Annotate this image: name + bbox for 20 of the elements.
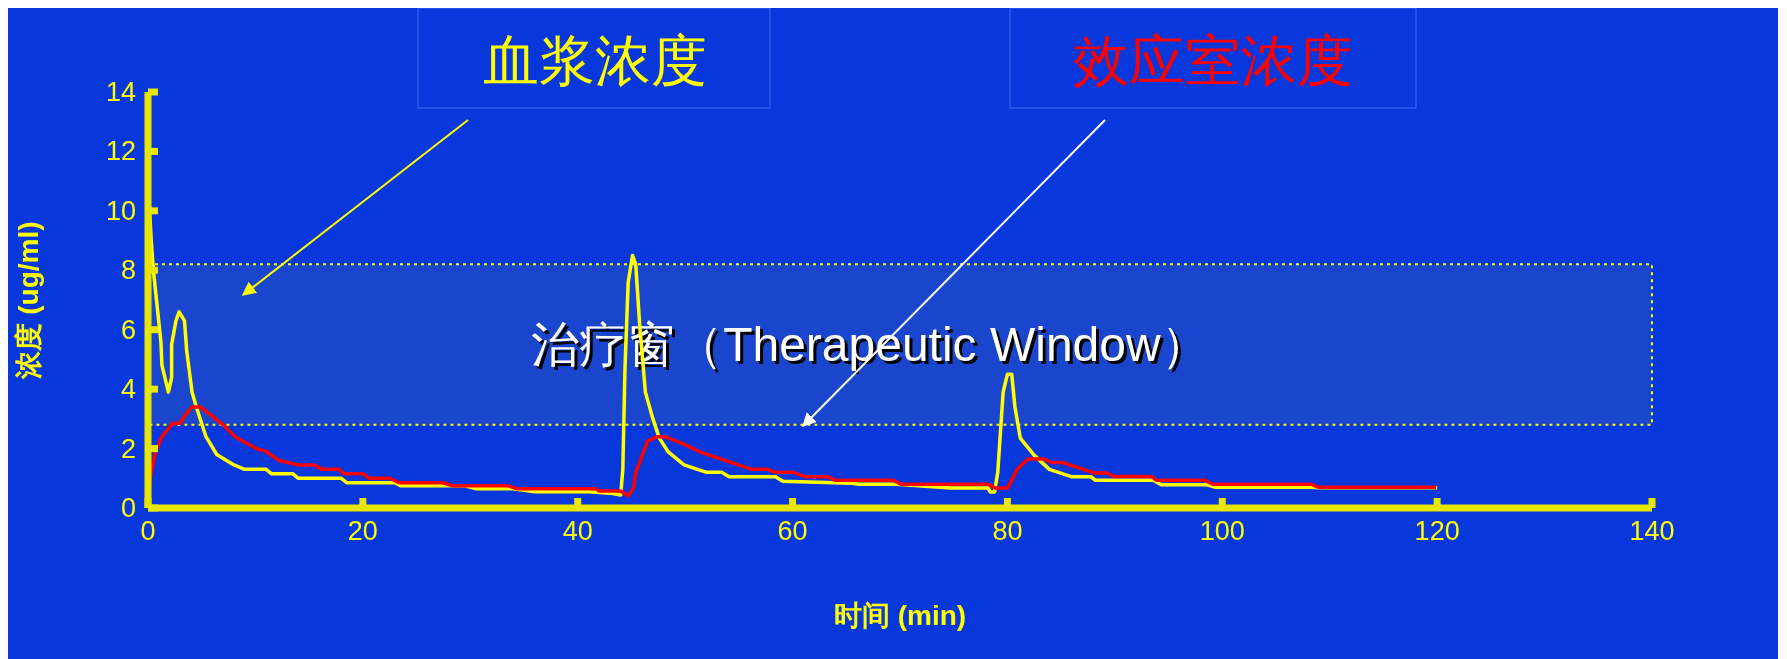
- x-tick-label: 100: [1199, 516, 1245, 546]
- y-tick-label: 6: [120, 314, 136, 345]
- text: 血浆浓度: [483, 28, 707, 93]
- y-tick-label: 8: [120, 255, 136, 286]
- x-tick-label: 120: [1414, 516, 1460, 546]
- x-tick-label: 0: [140, 516, 156, 546]
- y-axis-title: 浓度 (ug/ml): [12, 221, 44, 380]
- x-tick-label: 20: [347, 516, 378, 546]
- y-tick-label: 12: [105, 136, 136, 167]
- x-tick-label: 80: [992, 516, 1023, 546]
- x-axis-title: 时间 (min): [833, 600, 967, 631]
- y-tick-label: 2: [120, 433, 136, 464]
- x-tick-label: 140: [1629, 516, 1675, 546]
- y-tick-label: 0: [120, 493, 136, 523]
- x-tick-label: 60: [777, 516, 808, 546]
- x-tick-label: 40: [562, 516, 593, 546]
- y-tick-label: 10: [105, 195, 136, 226]
- y-tick-label: 14: [105, 77, 136, 107]
- y-tick-label: 4: [120, 374, 136, 405]
- text: 效应室浓度: [1073, 28, 1353, 93]
